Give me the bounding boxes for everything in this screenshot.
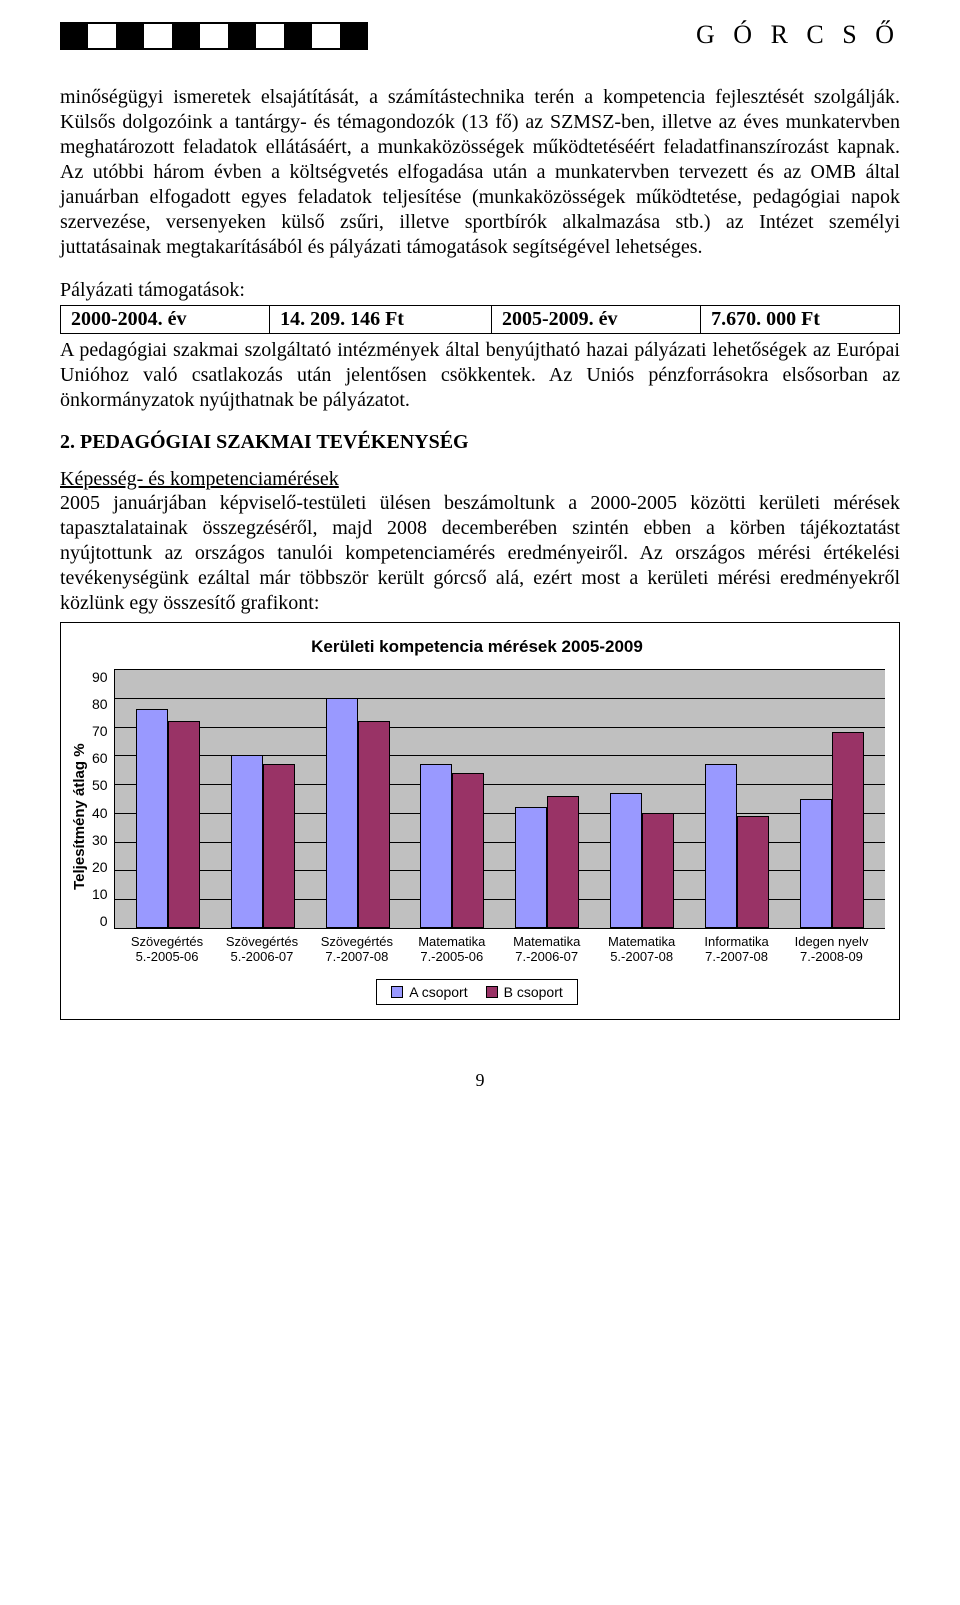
bar-a — [705, 764, 737, 928]
bar-a — [136, 709, 168, 928]
bar-a — [515, 807, 547, 928]
xtick-label: Idegen nyelv7.-2008-09 — [791, 935, 871, 965]
bar-group — [515, 669, 579, 928]
ytick-label: 30 — [92, 832, 108, 848]
legend-swatch-a — [391, 986, 403, 998]
bar-b — [452, 773, 484, 928]
ytick-label: 20 — [92, 859, 108, 875]
xtick-label: Szövegértés7.-2007-08 — [317, 935, 397, 965]
bar-group — [326, 669, 390, 928]
funding-cell: 2000-2004. év — [61, 306, 270, 334]
table-row: 2000-2004. év 14. 209. 146 Ft 2005-2009.… — [61, 306, 900, 334]
page-number: 9 — [60, 1070, 900, 1091]
funding-cell: 7.670. 000 Ft — [701, 306, 900, 334]
bar-a — [326, 698, 358, 928]
funding-cell: 2005-2009. év — [491, 306, 700, 334]
chart-ylabel: Teljesítmény átlag % — [69, 669, 90, 965]
ytick-label: 80 — [92, 696, 108, 712]
chart-yaxis: 90 80 70 60 50 40 30 20 10 0 — [90, 669, 114, 929]
checker-decoration — [60, 22, 368, 50]
bar-group — [705, 669, 769, 928]
ytick-label: 60 — [92, 750, 108, 766]
chart-xaxis: Szövegértés5.-2005-06 Szövegértés5.-2006-… — [114, 929, 885, 965]
legend-label-a: A csoport — [409, 984, 467, 1000]
chart-plot-area — [114, 669, 885, 929]
ytick-label: 90 — [92, 669, 108, 685]
xtick-label: Matematika7.-2006-07 — [507, 935, 587, 965]
bar-group — [800, 669, 864, 928]
ytick-label: 10 — [92, 886, 108, 902]
bar-group — [420, 669, 484, 928]
bar-a — [231, 755, 263, 928]
header-title: G Ó R C S Ő — [696, 20, 900, 50]
funding-table: 2000-2004. év 14. 209. 146 Ft 2005-2009.… — [60, 305, 900, 334]
bar-b — [642, 813, 674, 928]
legend-swatch-b — [486, 986, 498, 998]
section-2-body: 2005 januárjában képviselő-testületi ülé… — [60, 491, 900, 616]
chart-title: Kerületi kompetencia mérések 2005-2009 — [69, 637, 885, 657]
xtick-label: Informatika7.-2007-08 — [697, 935, 777, 965]
bar-a — [800, 799, 832, 929]
bar-a — [610, 793, 642, 928]
bar-group — [610, 669, 674, 928]
chart-legend: A csoport B csoport — [376, 979, 578, 1005]
section-2-subtitle: Képesség- és kompetenciamérések — [60, 468, 900, 491]
bar-b — [832, 732, 864, 928]
xtick-label: Matematika5.-2007-08 — [602, 935, 682, 965]
funding-cell: 14. 209. 146 Ft — [270, 306, 492, 334]
bar-b — [547, 796, 579, 928]
ytick-label: 40 — [92, 805, 108, 821]
bar-b — [263, 764, 295, 928]
bar-b — [737, 816, 769, 928]
intro-paragraph: minőségügyi ismeretek elsajátítását, a s… — [60, 85, 900, 260]
legend-item-b: B csoport — [486, 984, 563, 1000]
bar-group — [136, 669, 200, 928]
ytick-label: 0 — [100, 913, 108, 929]
bar-a — [420, 764, 452, 928]
xtick-label: Szövegértés5.-2006-07 — [222, 935, 302, 965]
section-2-title: 2. PEDAGÓGIAI SZAKMAI TEVÉKENYSÉG — [60, 431, 900, 454]
bar-b — [168, 721, 200, 928]
legend-item-a: A csoport — [391, 984, 467, 1000]
funding-label: Pályázati támogatások: — [60, 278, 900, 303]
legend-label-b: B csoport — [504, 984, 563, 1000]
xtick-label: Matematika7.-2005-06 — [412, 935, 492, 965]
competency-chart: Kerületi kompetencia mérések 2005-2009 T… — [60, 622, 900, 1020]
funding-paragraph: A pedagógiai szakmai szolgáltató intézmé… — [60, 338, 900, 413]
page-header: G Ó R C S Ő — [60, 20, 900, 50]
ytick-label: 50 — [92, 777, 108, 793]
bar-b — [358, 721, 390, 928]
xtick-label: Szövegértés5.-2005-06 — [127, 935, 207, 965]
bar-group — [231, 669, 295, 928]
ytick-label: 70 — [92, 723, 108, 739]
